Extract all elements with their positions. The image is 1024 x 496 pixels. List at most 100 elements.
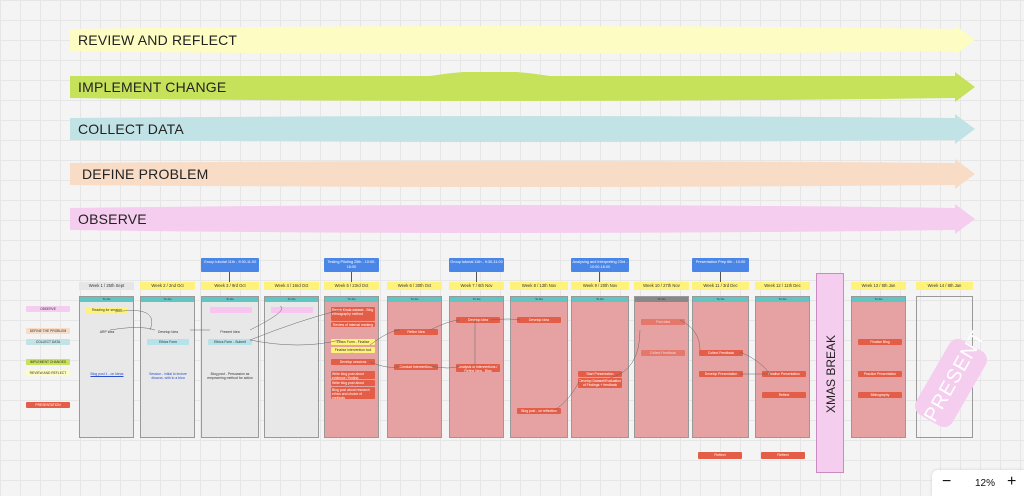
legend-collect-data: COLLECT DATA xyxy=(26,339,70,345)
connector-line xyxy=(476,272,477,283)
tutorial-note[interactable]: Testing Piloting 25th - 10:00-16:00 xyxy=(324,258,379,272)
week-header: Week 4 / 16rd Oct xyxy=(264,282,319,290)
legend-review-reflect: REVIEW AND REFLECT xyxy=(26,370,70,376)
card[interactable]: Collect Feedback xyxy=(641,350,685,356)
card[interactable]: Practice Presentation xyxy=(858,371,902,377)
card[interactable]: Develop Presentation xyxy=(699,371,743,377)
arrow-label: OBSERVE xyxy=(78,211,147,227)
kanban-column-week6[interactable]: To Do Refine Idea Conduct Interventions xyxy=(387,296,442,438)
card[interactable]: Blog post - on reflection xyxy=(517,408,561,414)
card[interactable]: Develop Idea xyxy=(456,317,500,323)
legend-presentation: PRESENTATION xyxy=(26,402,70,408)
week-header: Week 11 / 3rd Dec xyxy=(692,282,749,290)
xmas-break-block[interactable]: XMAS BREAK xyxy=(816,273,844,473)
card[interactable]: Reflect xyxy=(698,452,742,459)
card[interactable]: Blog post about research ethics and choi… xyxy=(331,387,375,399)
week-header: Week 12 / 11th Dec xyxy=(755,282,810,290)
todo-header: To Do xyxy=(511,297,567,302)
card[interactable]: Finalise Blog xyxy=(858,339,902,345)
tutorial-note[interactable]: Analysing and Interpreting 23rd - 10:00-… xyxy=(571,258,629,272)
card[interactable]: Session - initial to lecture discuss, wi… xyxy=(149,372,187,379)
todo-header: To Do xyxy=(852,297,905,302)
kanban-column-week13[interactable]: To Do Finalise Blog Practice Presentatio… xyxy=(851,296,906,438)
legend-implement-changes: IMPLEMENT CHANGES xyxy=(26,359,70,365)
card[interactable]: Bibliography xyxy=(858,392,902,398)
card[interactable]: Reflect xyxy=(761,452,805,459)
kanban-column-week3[interactable]: To Do Present Idea Ethics Form - Submit … xyxy=(201,296,259,438)
todo-header: To Do xyxy=(693,297,748,302)
arrow-shape xyxy=(70,204,975,234)
card[interactable]: Reflect xyxy=(762,392,806,398)
card[interactable]: Develop Dataset/Evaluation of Findings +… xyxy=(578,378,622,388)
card[interactable]: Conduct Interventions xyxy=(394,364,438,370)
todo-header: To Do xyxy=(450,297,503,302)
week-header: Week 10 / 27th Nov xyxy=(634,282,689,290)
arrow-observe[interactable]: OBSERVE xyxy=(70,204,975,234)
tutorial-note[interactable]: Presentation Prep 6th - 10:00 xyxy=(692,258,749,272)
card[interactable]: Ethics Form - Submit xyxy=(208,339,252,345)
card[interactable]: ARP Idea xyxy=(99,330,115,334)
card[interactable]: Ethics Form - Finalise xyxy=(331,339,375,345)
card[interactable]: Blog post 1 - on Ideas xyxy=(90,372,124,376)
week-header: Week 8 / 13th Nov xyxy=(510,282,568,290)
zoom-out-button[interactable]: − xyxy=(942,473,952,490)
arrow-implement-change[interactable]: IMPLEMENT CHANGE xyxy=(70,72,975,102)
zoom-level[interactable]: 12% xyxy=(975,478,996,489)
week-header: Week 5 / 23rd Oct xyxy=(324,282,379,290)
todo-header: To Do xyxy=(80,297,133,302)
kanban-column-week9[interactable]: To Do Start Presentation Develop Dataset… xyxy=(571,296,629,438)
kanban-column-week5[interactable]: To Do Reach Kinda dataset - Blog ethnogr… xyxy=(324,296,379,438)
card[interactable]: Collect Feedback xyxy=(699,350,743,356)
card[interactable]: Find data xyxy=(641,319,685,325)
connector-line xyxy=(351,272,352,283)
card[interactable]: Develop Idea xyxy=(158,330,178,334)
card[interactable]: Develop sessions xyxy=(331,359,375,365)
connector-line xyxy=(720,272,721,283)
card[interactable]: Present Idea xyxy=(220,330,240,334)
kanban-column-week10[interactable]: To Do Find data Collect Feedback xyxy=(634,296,689,438)
arrow-label: COLLECT DATA xyxy=(78,121,184,137)
card[interactable]: Write blog post about review of methods xyxy=(331,380,375,386)
card[interactable]: Finalise Presentation xyxy=(762,371,806,377)
card[interactable]: Start Presentation xyxy=(578,371,622,377)
connector-line xyxy=(599,272,600,283)
card[interactable]: Ethics Form xyxy=(147,339,189,345)
card-blank[interactable] xyxy=(271,307,313,313)
arrow-shape xyxy=(70,72,975,102)
card[interactable]: Finalise intervention tool plan xyxy=(331,347,375,353)
todo-header: To Do xyxy=(756,297,809,302)
card-blank[interactable] xyxy=(210,307,252,313)
card[interactable]: Refine Idea xyxy=(394,329,438,335)
tutorial-note[interactable]: Group tutorial 11th - 9:30-11:00 xyxy=(449,258,504,272)
kanban-column-week8[interactable]: To Do Develop Idea Blog post - on reflec… xyxy=(510,296,568,438)
arrow-shape xyxy=(70,25,975,55)
todo-header: To Do xyxy=(388,297,441,302)
kanban-column-week7[interactable]: To Do Develop Idea Analysis of Intervent… xyxy=(449,296,504,438)
card[interactable]: Reach Kinda dataset - Blog ethnography m… xyxy=(331,307,375,321)
kanban-column-week1[interactable]: To Do Reading for session ARP Idea Blog … xyxy=(79,296,134,438)
zoom-in-button[interactable]: + xyxy=(1007,473,1017,490)
card[interactable]: Blog post - Persuasion as empowering met… xyxy=(207,372,253,380)
kanban-column-week12[interactable]: To Do Finalise Presentation Reflect xyxy=(755,296,810,438)
xmas-break-label: XMAS BREAK xyxy=(824,334,838,414)
arrow-label: DEFINE PROBLEM xyxy=(82,166,209,182)
card[interactable]: Review of Internal marking on research l… xyxy=(331,322,375,327)
card[interactable]: Reading for session xyxy=(86,307,128,313)
card[interactable]: Analysis of Interventions / Refine Idea … xyxy=(456,364,500,372)
kanban-column-week11[interactable]: To Do Collect Feedback Develop Presentat… xyxy=(692,296,749,438)
zoom-controls: − 12% + xyxy=(932,470,1024,496)
week-header: Week 1 / 25th Sept xyxy=(79,282,134,290)
card[interactable]: Develop Idea xyxy=(517,317,561,323)
week-header: Week 7 / 6th Nov xyxy=(449,282,504,290)
arrow-define-problem[interactable]: DEFINE PROBLEM xyxy=(70,159,975,189)
arrow-collect-data[interactable]: COLLECT DATA xyxy=(70,114,975,144)
legend-define-problem: DEFINE THE PROBLEM xyxy=(26,328,70,334)
tutorial-note[interactable]: Group tutorial 11th - 9:30-11:00 xyxy=(201,258,259,272)
week-header: Week 9 / 20th Nov xyxy=(571,282,629,290)
arrow-shape xyxy=(70,159,975,189)
kanban-column-week4[interactable]: To Do xyxy=(264,296,319,438)
arrow-review-reflect[interactable]: REVIEW AND REFLECT xyxy=(70,25,975,55)
todo-header: To Do xyxy=(325,297,378,302)
kanban-column-week2[interactable]: To Do Develop Idea Ethics Form Session -… xyxy=(140,296,195,438)
card[interactable]: Write blog post about evidence / finding xyxy=(331,371,375,379)
